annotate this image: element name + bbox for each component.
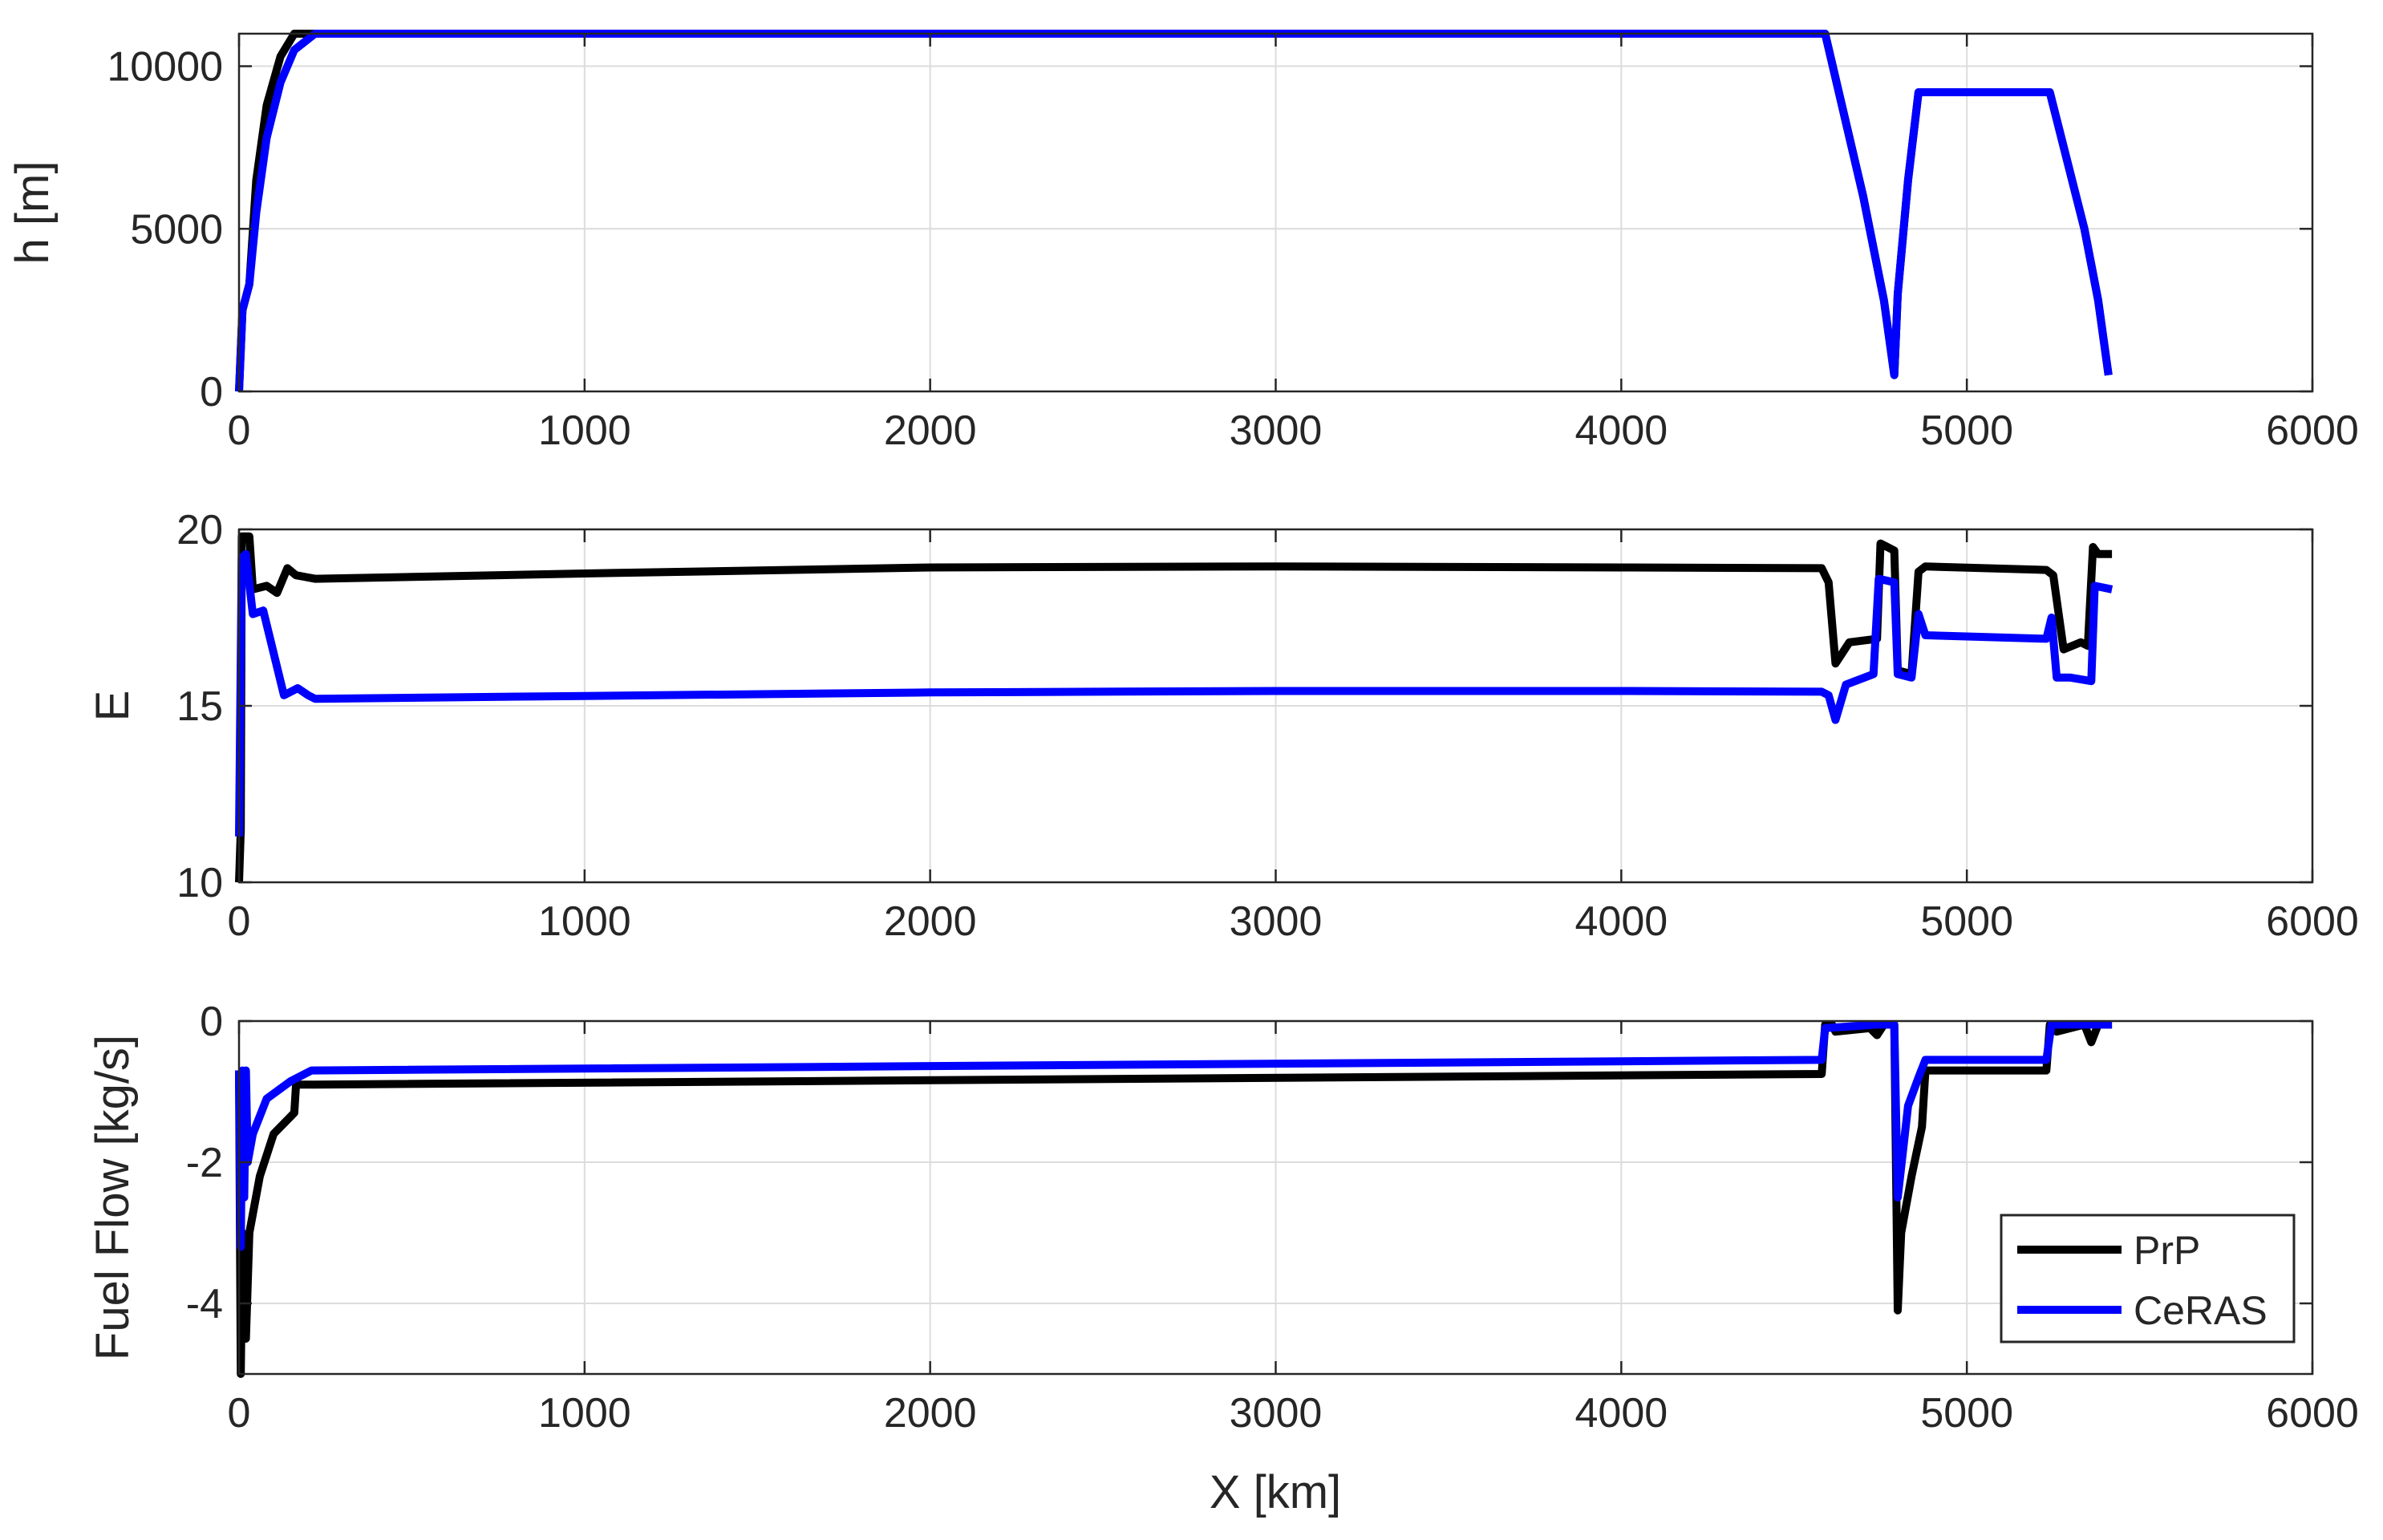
x-axis-label: X [km] [1210,1466,1341,1518]
fuel-flow-y-tick-label: -2 [186,1140,223,1186]
altitude-x-tick-label: 1000 [538,407,631,454]
efficiency-x-tick-label: 3000 [1230,898,1323,945]
fuel-flow-y-axis-label: Fuel Flow [kg/s] [87,1035,139,1360]
fuel-flow-ticks: 0 1000 2000 3000 4000 5000 6000 -4 -2 0 [186,999,2359,1437]
efficiency-y-tick-label: 20 [176,507,223,553]
altitude-x-tick-label: 3000 [1230,407,1323,454]
fuel-flow-x-tick-label: 3000 [1230,1390,1323,1437]
altitude-x-tick-label: 5000 [1920,407,2013,454]
efficiency-x-tick-label: 5000 [1920,898,2013,945]
fuel-flow-x-tick-label: 5000 [1920,1390,2013,1437]
efficiency-x-tick-label: 0 [228,898,251,945]
altitude-x-tick-label: 6000 [2266,407,2359,454]
efficiency-series-prp [235,532,2113,883]
efficiency-x-tick-label: 2000 [884,898,977,945]
fuel-flow-x-tick-label: 4000 [1574,1390,1668,1437]
fuel-flow-x-tick-label: 6000 [2266,1390,2359,1437]
efficiency-ticks: 0 1000 2000 3000 4000 5000 6000 10 15 20 [176,507,2359,945]
altitude-y-axis-label: h [m] [6,161,59,265]
altitude-y-tick-label: 0 [200,369,223,415]
fuel-flow-y-tick-label: -4 [186,1281,223,1327]
altitude-panel: 0 1000 2000 3000 4000 5000 6000 0 5000 10000 h [m… [6,30,2359,454]
efficiency-panel: 0 1000 2000 3000 4000 5000 6000 10 15 20 E [87,507,2359,945]
altitude-lines [235,30,2113,392]
altitude-x-tick-label: 0 [228,407,251,454]
fuel-flow-x-tick-label: 2000 [884,1390,977,1437]
legend-label-ceras: CeRAS [2134,1288,2267,1333]
altitude-y-tick-label: 10000 [107,44,223,91]
legend-label-prp: PrP [2134,1228,2200,1273]
efficiency-x-tick-label: 1000 [538,898,631,945]
altitude-x-tick-label: 4000 [1574,407,1668,454]
efficiency-y-tick-label: 10 [176,860,223,906]
altitude-x-tick-label: 2000 [884,407,977,454]
fuel-flow-x-tick-label: 1000 [538,1390,631,1437]
fuel-flow-y-tick-label: 0 [200,999,223,1045]
efficiency-y-axis-label: E [87,691,139,722]
efficiency-series-ceras [235,549,2113,837]
altitude-ticks: 0 1000 2000 3000 4000 5000 6000 0 5000 10000 [107,34,2359,454]
fuel-flow-series-ceras [235,1020,2113,1251]
altitude-y-tick-label: 5000 [130,206,223,253]
altitude-series-ceras [235,30,2113,392]
efficiency-lines [235,532,2113,883]
efficiency-y-tick-label: 15 [176,683,223,730]
legend: PrP CeRAS [2000,1214,2296,1343]
fuel-flow-x-tick-label: 0 [228,1390,251,1437]
fuel-flow-panel: 0 1000 2000 3000 4000 5000 6000 -4 -2 0 Fuel Flow… [87,999,2359,1437]
efficiency-x-tick-label: 4000 [1574,898,1668,945]
legend-box [2000,1214,2296,1343]
efficiency-x-tick-label: 6000 [2266,898,2359,945]
fuel-flow-lines [235,1020,2113,1378]
